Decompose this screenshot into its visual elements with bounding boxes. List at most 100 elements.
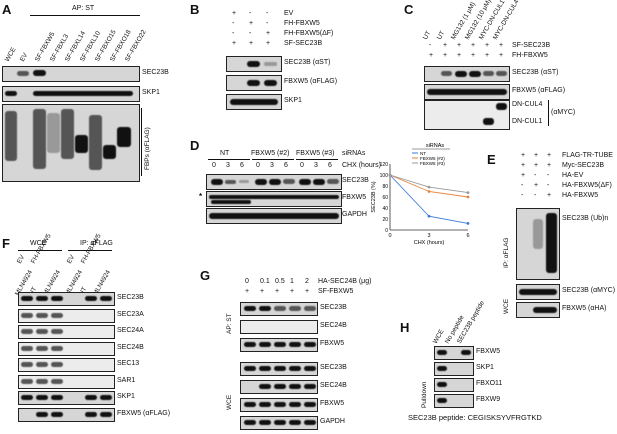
- chart-series-line-2: [389, 174, 469, 194]
- panel-a-lane-0: WCE: [3, 46, 18, 63]
- panel-g-mark-1-2: +: [275, 288, 280, 295]
- panel-c-lane-0: UT: [421, 29, 433, 41]
- panel-f-band-6-2: [51, 395, 63, 400]
- panel-g-band-0-1: [259, 306, 271, 311]
- panel-d-chart: 0 20 40 60 80 100 120 0 3 6 CHX (hours) SEC23B (%) s…: [371, 143, 470, 246]
- panel-d-time-2: 6: [240, 162, 244, 169]
- panel-b-blot-skp1: [226, 94, 282, 110]
- panel-c-row-2: DN-CUL4: [512, 101, 543, 108]
- panel-h-blot-2: [434, 378, 474, 392]
- panel-b-mark-2-0: -: [232, 30, 235, 37]
- panel-e-cond-3: HA-FBXW5(ΔF): [562, 182, 612, 189]
- panel-b-row-0: SEC23B (αST): [284, 59, 331, 66]
- panel-g-mark-0-2: 0.5: [275, 278, 285, 285]
- panel-f-blot-4: [18, 358, 115, 372]
- panel-d-time-4: 3: [270, 162, 274, 169]
- panel-b-mark-2-2: +: [266, 30, 271, 37]
- panel-g-band-6-0: [244, 420, 256, 425]
- panel-e-section-ip: IP: αFLAG: [503, 237, 510, 269]
- panel-g-band-6-4: [304, 420, 316, 425]
- panel-g-band-2-0: [244, 342, 256, 347]
- panel-g-row-1: SEC24B: [320, 322, 347, 329]
- panel-c-cond-1: FH-FBXW5: [512, 52, 548, 59]
- panel-g-band-4-4: [304, 384, 316, 389]
- chart-point-1-2: [466, 195, 470, 199]
- panel-h-blot-3: [434, 394, 474, 408]
- panel-d-time-7: 3: [314, 162, 318, 169]
- panel-g-row-0: SEC23B: [320, 304, 347, 311]
- chart-xtick-0: 0: [388, 233, 391, 239]
- panel-f-row-7: FBXW5 (αFLAG): [117, 409, 171, 417]
- chart-ylabel: SEC23B (%): [371, 181, 377, 212]
- panel-e-mark-1-1: +: [534, 162, 539, 169]
- panel-h-band-3-0: [437, 398, 447, 403]
- chart-ytick-2: 40: [382, 206, 388, 212]
- panel-g-band-2-4: [304, 342, 316, 347]
- panel-b-mark-0-0: +: [232, 10, 237, 17]
- panel-e-cond-1: Myc-SEC23B: [562, 162, 605, 169]
- panel-b-cond-2: FH-FBXW5(ΔF): [284, 30, 334, 37]
- panel-b-mark-3-0: +: [232, 40, 237, 47]
- panel-g-row-4: SEC24B: [320, 382, 347, 389]
- panel-d-group-fbxw5-2: FBXW5 (#2): [251, 150, 290, 157]
- panel-g-band-4-3: [289, 384, 301, 389]
- chart-ytick-1: 20: [382, 217, 388, 223]
- panel-g-band-2-2: [274, 342, 286, 347]
- chart-point-0-2: [466, 222, 470, 225]
- panel-f-blot-7: [18, 407, 115, 422]
- panel-f-band-0-2: [51, 296, 63, 301]
- panel-g-section-wce: WCE: [226, 394, 233, 410]
- panel-e-mark-4-1: -: [534, 192, 537, 199]
- panel-g-band-6-3: [289, 420, 301, 425]
- panel-a-row-sec23b: SEC23B: [142, 69, 169, 76]
- panel-g-blot-4: [240, 380, 318, 394]
- panel-b-mark-3-2: +: [266, 40, 271, 47]
- panel-b-mark-2-1: -: [249, 30, 252, 37]
- chart-ytick-0: 0: [385, 228, 388, 234]
- chart-legend-0: NT: [420, 151, 426, 156]
- panel-c-mark-0-0: -: [429, 42, 432, 49]
- panel-d-asterisk: *: [199, 192, 203, 201]
- panel-f-band-7-2: [51, 411, 63, 417]
- panel-g-band-0-4: [304, 306, 316, 311]
- panel-e-mark-3-1: +: [534, 182, 539, 189]
- panel-f-lane-0-0: EV: [15, 253, 27, 265]
- panel-c-label: C: [404, 2, 414, 17]
- panel-f-band-6-4: [85, 395, 97, 400]
- panel-b-mark-3-1: +: [249, 40, 254, 47]
- panel-f-label: F: [2, 236, 10, 251]
- panel-c-mark-0-5: +: [499, 42, 504, 49]
- panel-f-band-0-0: [21, 296, 33, 301]
- panel-h-peptide: SEC23B peptide: CEGISKSYVFRGTKD: [408, 413, 542, 422]
- chart-ytick-4: 80: [382, 184, 388, 190]
- panel-g-section-ap: AP: ST: [226, 313, 233, 334]
- panel-f-row-4: SEC13: [117, 360, 140, 367]
- panel-e-mark-2-2: -: [547, 172, 550, 179]
- panel-g-cond-0: HA-SEC24B (μg): [318, 278, 372, 285]
- panel-c-mark-0-2: +: [457, 42, 462, 49]
- panel-h-lane-0: WCE: [431, 328, 446, 345]
- panel-f-band-5-0: [21, 378, 33, 384]
- panel-a-row-fbps: FBPs (αFLAG): [144, 127, 151, 170]
- panel-b-blot-sec23b: [226, 56, 282, 72]
- panel-g-row-6: GAPDH: [320, 418, 345, 425]
- panel-g-band-4-1: [259, 384, 271, 389]
- panel-g-blot-5: [240, 398, 318, 412]
- panel-d-blot-fbxw5: [206, 191, 342, 207]
- panel-h-band-0-2: [461, 350, 471, 355]
- panel-c-row-1: FBXW5 (αFLAG): [512, 87, 566, 94]
- panel-g-mark-1-3: +: [290, 288, 295, 295]
- panel-f-row-0: SEC23B: [117, 294, 144, 301]
- panel-f-band-1-0: [21, 312, 33, 318]
- panel-g-mark-1-4: +: [305, 288, 310, 295]
- panel-a-header: AP: ST: [72, 5, 95, 12]
- panel-b-mark-1-0: -: [232, 20, 235, 27]
- panel-e-mark-0-0: +: [521, 152, 526, 159]
- panel-g-mark-0-3: 1: [290, 278, 294, 285]
- panel-f-band-6-1: [36, 395, 48, 400]
- panel-e-mark-4-2: +: [547, 192, 552, 199]
- panel-b-cond-3: SF-SEC23B: [284, 40, 323, 47]
- panel-h-row-0: FBXW5: [476, 348, 501, 355]
- panel-g-band-0-2: [274, 306, 286, 311]
- panel-f-row-3: SEC24B: [117, 343, 144, 351]
